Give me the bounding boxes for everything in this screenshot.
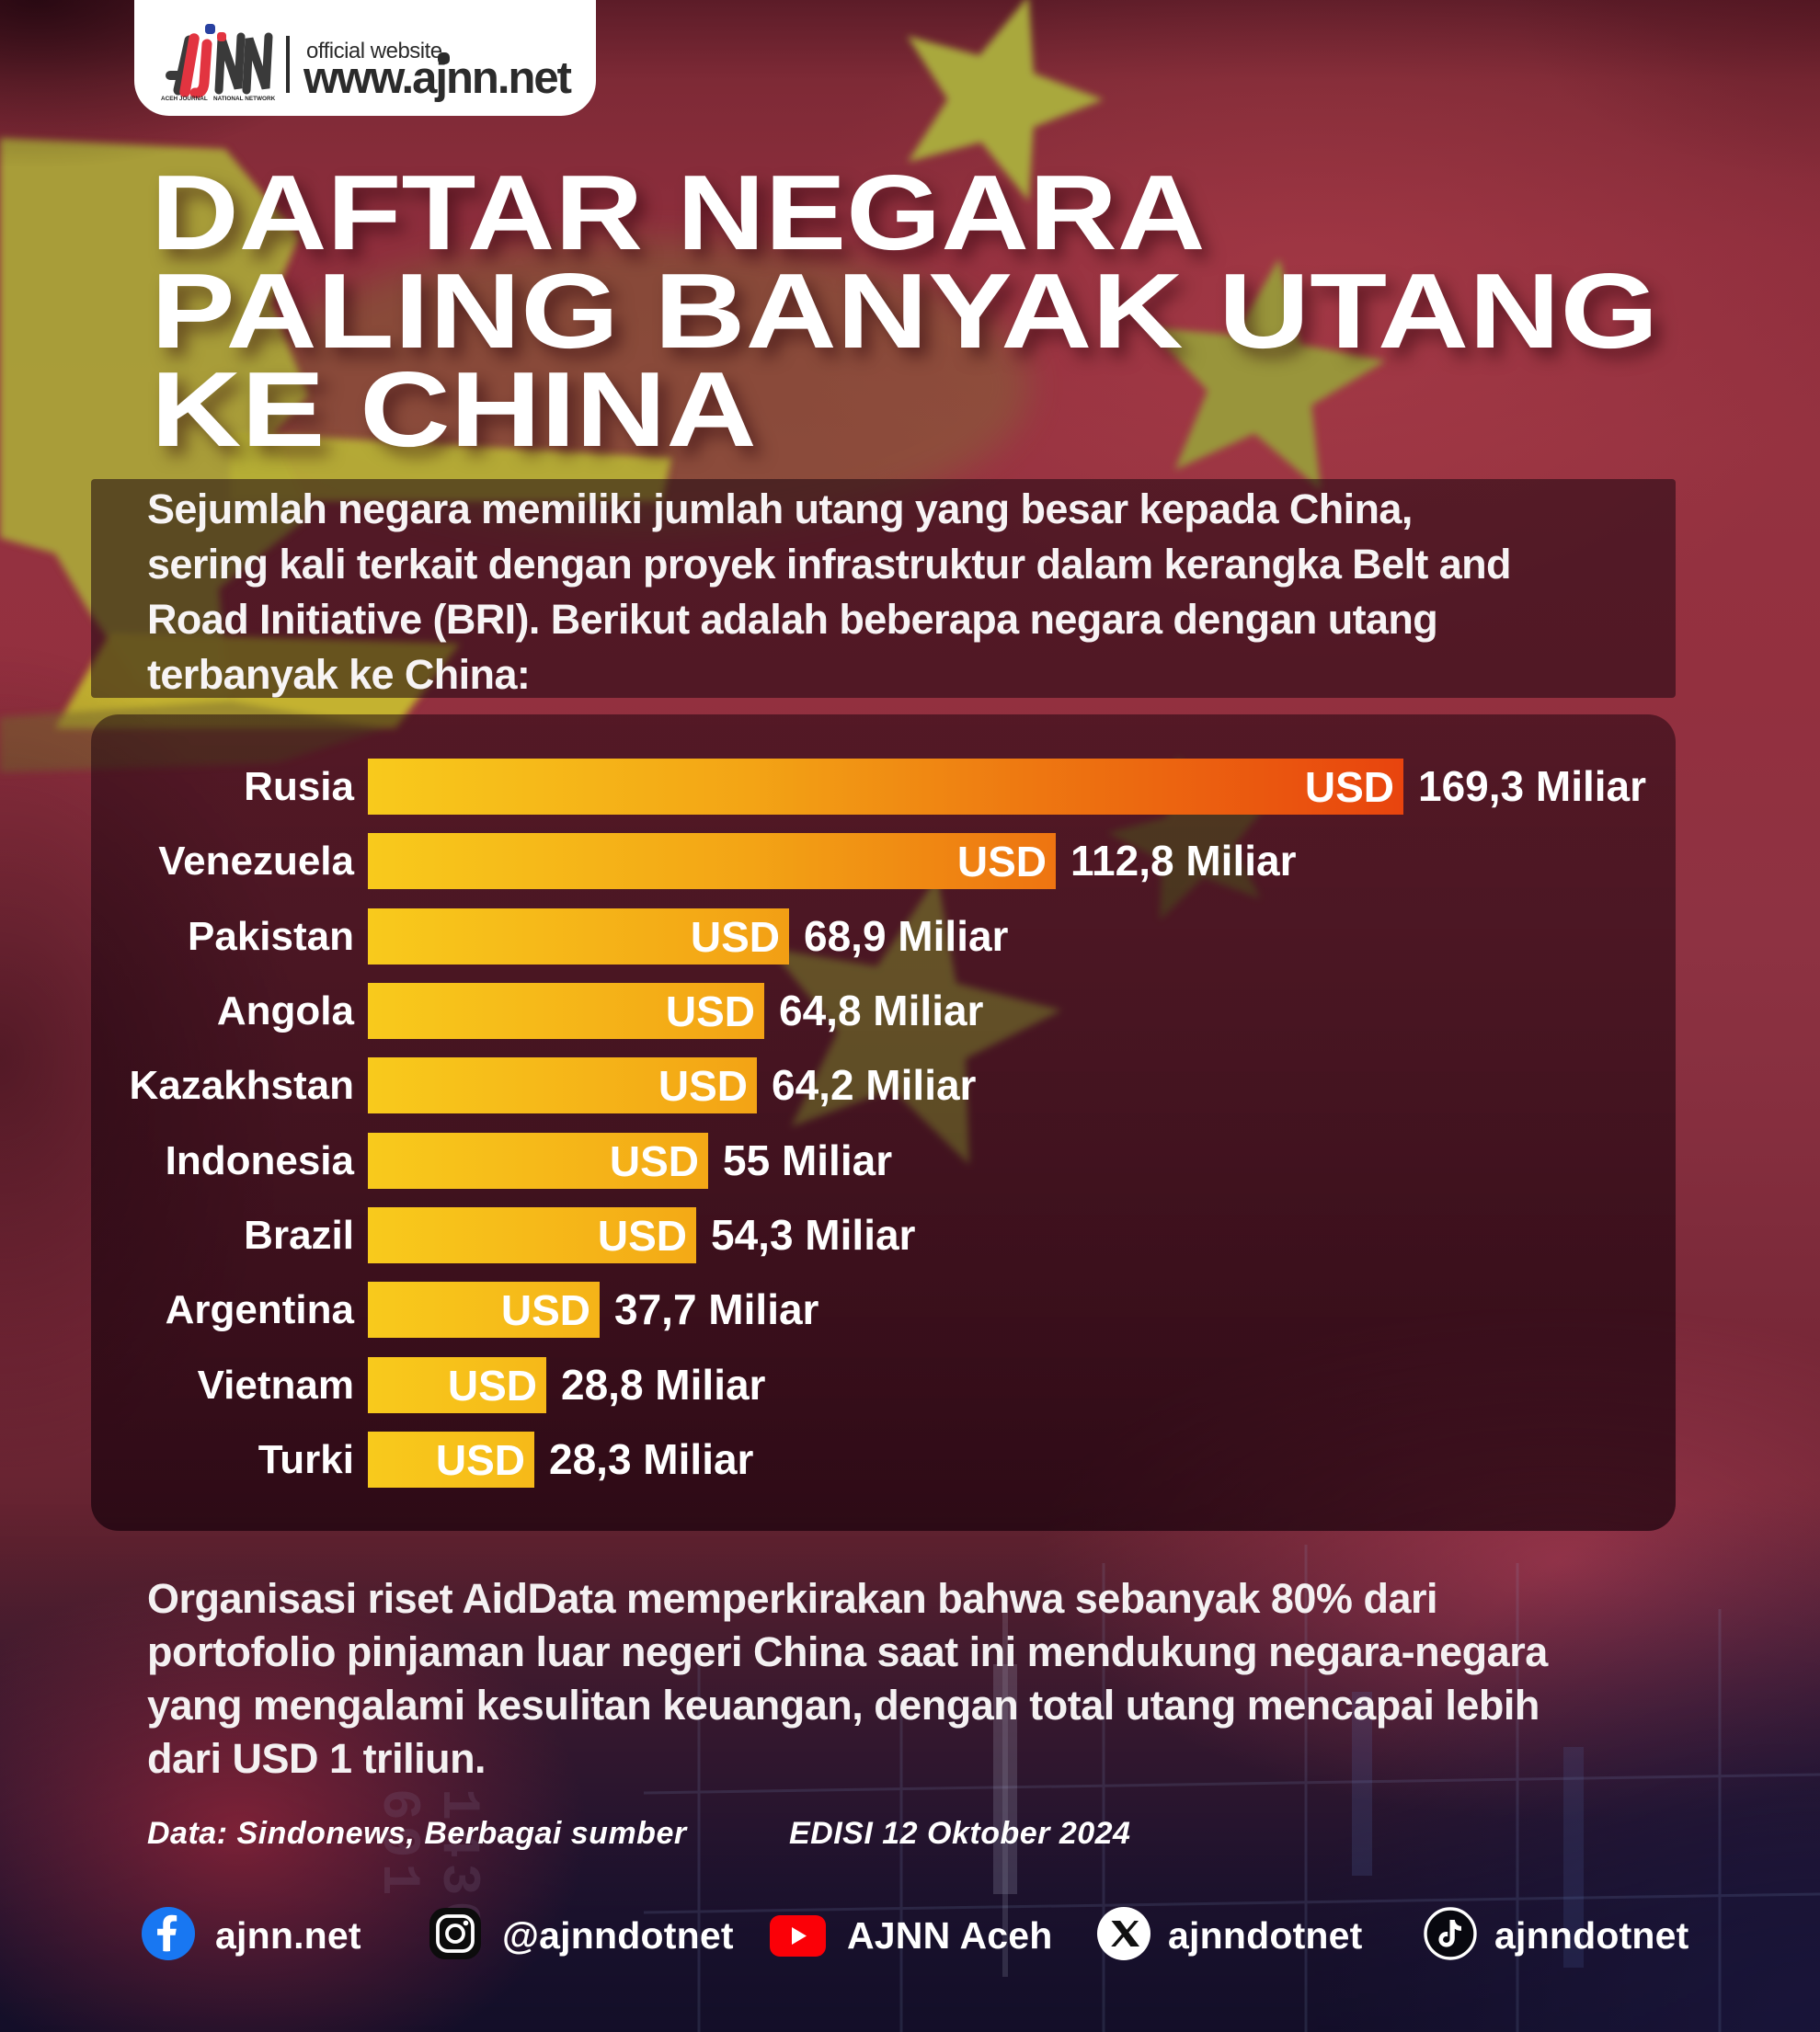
svg-text:ACEH JOURNAL: ACEH JOURNAL: [161, 96, 208, 102]
svg-text:NATIONAL NETWORK: NATIONAL NETWORK: [213, 96, 276, 102]
